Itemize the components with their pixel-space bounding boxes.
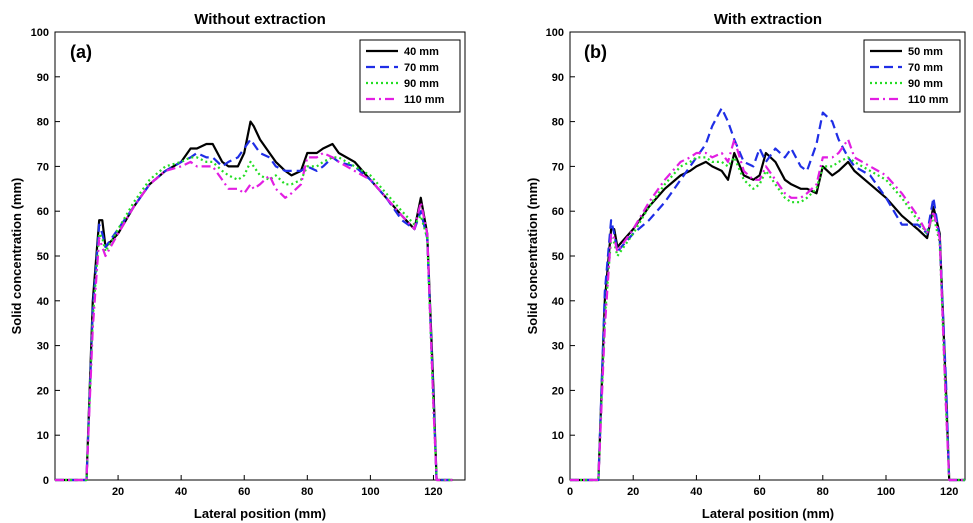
series-lines <box>55 120 453 482</box>
legend-entry: 90 mm <box>404 78 439 90</box>
panel-label: (a) <box>70 42 92 62</box>
x-tick-label: 80 <box>301 486 313 498</box>
panel-label: (b) <box>584 42 607 62</box>
y-tick-label: 50 <box>552 251 564 263</box>
x-tick-label: 20 <box>627 486 639 498</box>
legend-entry: 90 mm <box>908 78 943 90</box>
y-tick-label: 90 <box>37 72 49 84</box>
legend-entry: 40 mm <box>404 46 439 58</box>
y-tick-label: 0 <box>43 475 49 487</box>
y-tick-label: 60 <box>37 206 49 218</box>
series-line-1 <box>570 107 965 482</box>
y-tick-label: 50 <box>37 251 49 263</box>
series-line-0 <box>570 151 965 482</box>
x-axis-label: Lateral position (mm) <box>194 506 326 521</box>
y-tick-label: 10 <box>37 430 49 442</box>
x-tick-label: 20 <box>112 486 124 498</box>
x-tick-label: 40 <box>175 486 187 498</box>
series-line-3 <box>55 151 453 482</box>
x-tick-label: 100 <box>361 486 379 498</box>
y-tick-label: 80 <box>37 117 49 129</box>
y-tick-label: 70 <box>37 161 49 173</box>
axis-ticks: 20 40 60 80 100 120 0 10 20 30 40 50 60 70 80 90 100 <box>31 27 443 498</box>
x-tick-label: 0 <box>567 486 573 498</box>
legend: 50 mm 70 mm 90 mm 110 mm <box>863 39 961 113</box>
y-tick-label: 10 <box>552 430 564 442</box>
legend-entry: 50 mm <box>908 46 943 58</box>
y-tick-label: 100 <box>546 27 564 39</box>
series-lines <box>570 107 965 482</box>
y-tick-label: 30 <box>37 341 49 353</box>
x-tick-label: 80 <box>817 486 829 498</box>
x-tick-label: 120 <box>424 486 442 498</box>
axis-ticks: 0 20 40 60 80 100 120 0 10 20 30 40 50 60 70 80 90 100 <box>546 27 959 498</box>
y-tick-label: 80 <box>552 117 564 129</box>
y-tick-label: 20 <box>552 385 564 397</box>
panel-a: Without extraction (a) Lateral position … <box>9 11 466 521</box>
y-tick-label: 0 <box>558 475 564 487</box>
legend: 40 mm 70 mm 90 mm 110 mm <box>359 39 461 113</box>
x-tick-label: 60 <box>753 486 765 498</box>
y-axis-label: Solid concentration (mm) <box>9 178 24 335</box>
legend-entry: 110 mm <box>908 94 949 106</box>
legend-entry: 70 mm <box>908 62 943 74</box>
legend-entry: 110 mm <box>404 94 445 106</box>
y-tick-label: 70 <box>552 161 564 173</box>
series-line-2 <box>570 156 965 482</box>
x-tick-label: 120 <box>940 486 958 498</box>
x-axis-label: Lateral position (mm) <box>702 506 834 521</box>
y-tick-label: 40 <box>37 296 49 308</box>
legend-entry: 70 mm <box>404 62 439 74</box>
y-tick-label: 100 <box>31 27 49 39</box>
chart-title: With extraction <box>714 11 822 28</box>
y-tick-label: 20 <box>37 385 49 397</box>
y-tick-label: 30 <box>552 341 564 353</box>
series-line-3 <box>570 138 965 482</box>
y-tick-label: 60 <box>552 206 564 218</box>
x-tick-label: 60 <box>238 486 250 498</box>
y-axis-label: Solid concentration (mm) <box>525 178 540 335</box>
chart-title: Without extraction <box>194 11 326 28</box>
x-tick-label: 100 <box>877 486 895 498</box>
panel-b: With extraction (b) Lateral position (mm… <box>525 11 966 521</box>
y-tick-label: 90 <box>552 72 564 84</box>
x-tick-label: 40 <box>690 486 702 498</box>
y-tick-label: 40 <box>552 296 564 308</box>
